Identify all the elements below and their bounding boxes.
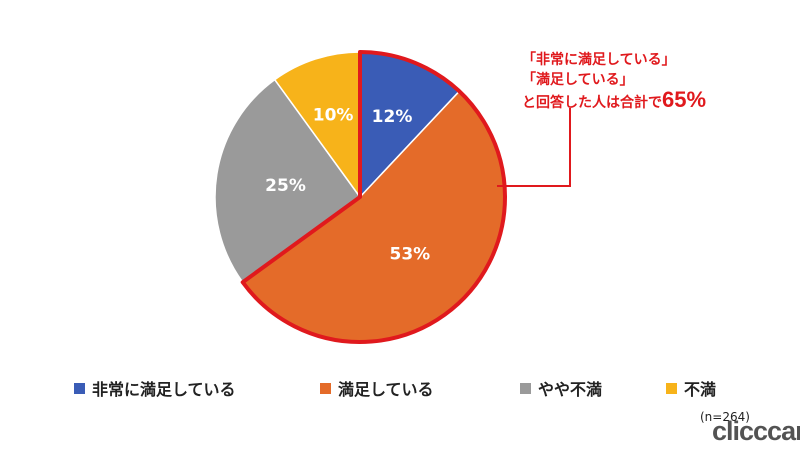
- callout-total: 65%: [662, 87, 707, 112]
- pie-slice-dissatisfied: [273, 51, 361, 200]
- pie-slice-somewhat-dissatisfied: [214, 78, 362, 284]
- legend-label: 満足している: [338, 380, 434, 399]
- sample-size-note: (n=264): [700, 410, 750, 424]
- legend-swatch: [666, 382, 677, 394]
- pie-slices: [214, 50, 507, 344]
- legend-label: 非常に満足している: [92, 380, 236, 399]
- callout-line-3: と回答した人は合計で65%: [522, 87, 742, 113]
- legend-swatch: [74, 382, 85, 394]
- callout-line-3-text: と回答した人は合計で: [522, 95, 662, 111]
- legend: 非常に満足している 満足している やや不満 不満: [74, 376, 754, 400]
- legend-label: やや不満: [538, 380, 603, 399]
- legend-item-satisfied: 満足している: [320, 376, 434, 400]
- highlight-outline: [240, 50, 507, 344]
- legend-item-very-satisfied: 非常に満足している: [74, 376, 236, 400]
- legend-item-dissatisfied: 不満: [666, 376, 716, 400]
- slice-label-very-satisfied: 12%: [372, 107, 413, 127]
- legend-label: 不満: [684, 380, 717, 399]
- callout-line-1: 「非常に満足している」: [522, 52, 676, 68]
- legend-item-somewhat-dissatisfied: やや不満: [520, 376, 602, 400]
- slice-labels: 12% 53% 25% 10%: [265, 105, 430, 264]
- callout-leader-line: [497, 108, 571, 187]
- site-logo: clicccar: [712, 416, 800, 446]
- slice-label-dissatisfied: 10%: [313, 105, 354, 125]
- legend-swatch: [320, 382, 331, 394]
- callout-text: 「非常に満足している」 「満足している」 と回答した人は合計で65%: [522, 50, 742, 113]
- slice-label-somewhat-dissatisfied: 25%: [265, 176, 306, 196]
- legend-swatch: [520, 382, 531, 394]
- callout-line-2: 「満足している」: [522, 72, 634, 88]
- slice-label-satisfied: 53%: [390, 245, 431, 265]
